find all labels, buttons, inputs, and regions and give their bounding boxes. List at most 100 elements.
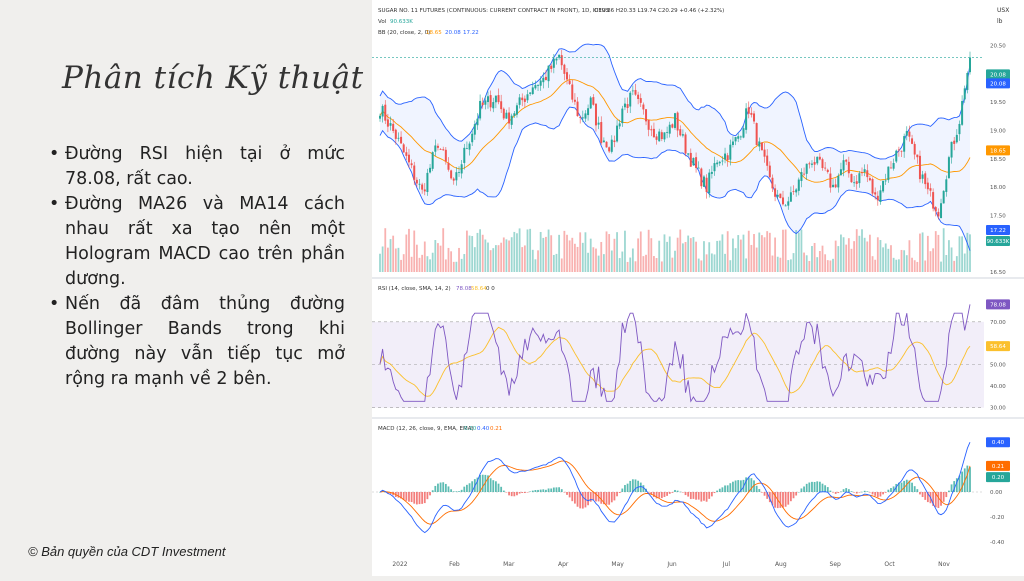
volume-bar bbox=[666, 241, 668, 272]
volume-bar bbox=[521, 247, 524, 272]
macd-histogram-bar bbox=[389, 492, 392, 494]
volume-bar bbox=[602, 254, 605, 272]
candle-body bbox=[473, 124, 476, 135]
macd-histogram-bar bbox=[892, 486, 895, 492]
volume-bar bbox=[687, 235, 690, 272]
time-axis[interactable]: 2022 Feb Mar Apr May Jun Jul Aug Sep Oct Nov bbox=[392, 561, 950, 568]
volume-bar bbox=[829, 260, 832, 272]
volume-bar bbox=[531, 249, 534, 272]
volume-bar bbox=[534, 259, 537, 272]
time-tick: 2022 bbox=[392, 561, 407, 568]
candle-body bbox=[621, 108, 624, 124]
volume-bar bbox=[400, 259, 402, 272]
candle-body bbox=[808, 163, 811, 165]
candle-body bbox=[484, 100, 487, 105]
candle-body bbox=[450, 170, 453, 179]
volume-bar bbox=[418, 257, 421, 272]
macd-histogram-bar bbox=[710, 492, 713, 497]
candle-body bbox=[597, 122, 600, 125]
price-tick: 18.00 bbox=[990, 185, 1006, 191]
macd-histogram-bar bbox=[937, 492, 940, 509]
volume-bar bbox=[755, 247, 758, 272]
volume-bar bbox=[595, 248, 597, 272]
trading-chart[interactable]: SUGAR NO. 11 FUTURES (CONTINUOUS: CURREN… bbox=[372, 0, 1024, 576]
macd-histogram-bar bbox=[911, 482, 913, 492]
chart-panel[interactable]: SUGAR NO. 11 FUTURES (CONTINUOUS: CURREN… bbox=[372, 0, 1024, 576]
rsi-value: 78.08 bbox=[456, 286, 472, 292]
volume-bar bbox=[919, 233, 921, 272]
vol-label: Vol bbox=[378, 19, 387, 25]
candle-body bbox=[468, 143, 471, 150]
candle-body bbox=[932, 192, 935, 209]
time-tick: Aug bbox=[775, 561, 787, 568]
candle-body bbox=[774, 188, 777, 197]
macd-histogram-bar bbox=[774, 492, 776, 508]
volume-bar bbox=[955, 256, 958, 272]
candle-body bbox=[566, 72, 569, 80]
macd-histogram-bar bbox=[560, 489, 563, 492]
volume-bar bbox=[747, 230, 750, 272]
rsi-tick: 50.00 bbox=[990, 363, 1006, 369]
candle-body bbox=[879, 190, 882, 202]
volume-bar bbox=[853, 241, 856, 272]
volume-bar bbox=[473, 247, 476, 272]
volume-bar bbox=[642, 256, 645, 272]
volume-bar bbox=[444, 259, 447, 272]
macd-histogram-bar bbox=[803, 486, 805, 492]
candle-body bbox=[697, 167, 700, 169]
volume-bar bbox=[840, 234, 842, 272]
volume-bar bbox=[537, 250, 539, 272]
volume-bar bbox=[695, 241, 697, 272]
volume-bar bbox=[389, 239, 392, 272]
volume-bar bbox=[826, 260, 829, 272]
candle-body bbox=[384, 104, 387, 121]
time-tick: Jun bbox=[666, 561, 677, 568]
candle-body bbox=[431, 152, 434, 169]
volume-bar bbox=[961, 236, 963, 272]
candle-body bbox=[750, 112, 753, 115]
macd-histogram-bar bbox=[826, 487, 829, 492]
volume-bar bbox=[579, 232, 582, 272]
candle-body bbox=[460, 164, 463, 174]
volume-bar bbox=[863, 237, 866, 272]
volume-bar bbox=[626, 261, 629, 272]
candle-body bbox=[602, 140, 605, 143]
volume-bar bbox=[911, 257, 913, 272]
volume-bar bbox=[821, 245, 824, 272]
volume-bar bbox=[876, 237, 879, 272]
price-pane[interactable]: 20.5020.0019.5019.0018.5018.0017.5017.00… bbox=[372, 43, 1010, 276]
candle-body bbox=[969, 57, 971, 73]
candle-body bbox=[581, 117, 584, 119]
macd-histogram-bar bbox=[492, 480, 495, 492]
volume-bar bbox=[421, 254, 424, 272]
candle-body bbox=[660, 132, 663, 140]
volume-bar bbox=[487, 242, 489, 272]
price-badge-upper-bg bbox=[986, 78, 1010, 89]
macd-badge-bg bbox=[986, 437, 1010, 448]
macd-histogram-bar bbox=[737, 480, 740, 492]
macd-histogram-bar bbox=[647, 492, 650, 493]
candle-body bbox=[903, 136, 906, 152]
volume-bar bbox=[415, 244, 418, 272]
volume-bar bbox=[887, 248, 890, 272]
volume-bar bbox=[437, 243, 439, 272]
volume-bar bbox=[413, 230, 416, 272]
macd-histogram-bar bbox=[908, 480, 911, 492]
time-tick: Mar bbox=[503, 561, 515, 568]
candle-body bbox=[789, 192, 792, 202]
volume-bar bbox=[808, 260, 811, 272]
macd-histogram-bar bbox=[940, 492, 942, 506]
macd-histogram-bar bbox=[581, 492, 584, 509]
volume-bar bbox=[708, 242, 711, 272]
price-badge-basis: 18.65 bbox=[990, 148, 1006, 154]
macd-histogram-bar bbox=[855, 492, 858, 494]
macd-histogram-bar bbox=[703, 492, 705, 501]
candle-body bbox=[439, 149, 442, 150]
candle-body bbox=[850, 174, 853, 183]
candle-body bbox=[942, 190, 945, 204]
volume-bar bbox=[518, 228, 521, 272]
candle-body bbox=[895, 150, 898, 162]
macd-pane[interactable]: 0.200.00-0.20-0.400.400.210.20 bbox=[372, 437, 1010, 546]
volume-bar bbox=[953, 260, 956, 272]
